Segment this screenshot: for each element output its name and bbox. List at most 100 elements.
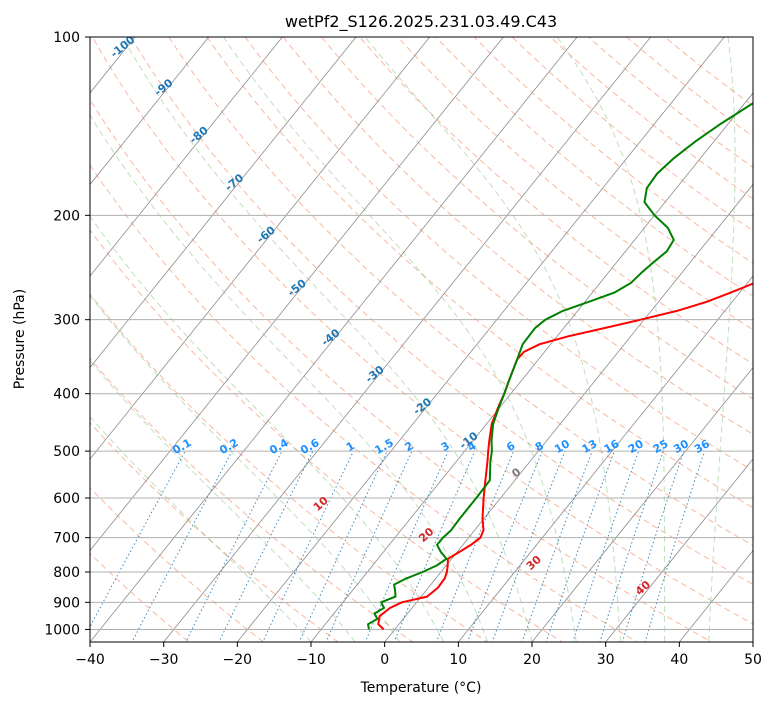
isotherm [90, 37, 357, 369]
mixing-ratio-label: 20 [626, 437, 646, 456]
x-tick-label: −30 [149, 652, 179, 668]
isotherm [90, 37, 210, 186]
isotherm [0, 24, 72, 654]
background-lines [0, 24, 753, 654]
x-tick-label: −20 [223, 652, 253, 668]
dry-adiabat [130, 37, 753, 585]
y-tick-label: 100 [53, 30, 80, 46]
isotherm [384, 183, 753, 642]
mixing-ratio-label: 1 [344, 439, 357, 454]
profiles [367, 102, 753, 631]
y-tick-label: 700 [53, 531, 80, 547]
x-tick-label: 50 [744, 652, 762, 668]
mixing-ratio-line [364, 450, 449, 642]
dry-adiabat [90, 487, 265, 642]
mixing-ratio-label: 0.1 [170, 436, 193, 457]
dry-adiabat [90, 229, 564, 642]
dry-adiabat [625, 37, 753, 138]
dry-adiabat-label: 20 [416, 525, 436, 545]
y-axis: 1000 900 800 700 600 500 400 300 200 100 [44, 30, 90, 638]
moist-adiabat [556, 37, 666, 642]
dry-adiabat [168, 37, 753, 547]
y-tick-label: 800 [53, 565, 80, 581]
dry-adiabat [91, 37, 753, 625]
dry-adiabat-label: 30 [524, 553, 544, 573]
moist-adiabat [90, 359, 356, 642]
mixing-ratio-label: 0.2 [217, 436, 240, 457]
isotherm-label: -40 [319, 326, 343, 349]
dry-adiabat [587, 37, 753, 168]
mixing-ratio-label: 2 [403, 439, 416, 454]
isotherm-label: -30 [363, 363, 387, 386]
dry-adiabat [435, 37, 753, 297]
x-tick-label: 40 [670, 652, 688, 668]
mixing-ratio-label: 6 [504, 439, 517, 454]
isotherm-label: -20 [411, 395, 435, 418]
isotherm [163, 37, 652, 642]
isotherm [236, 37, 725, 642]
mixing-ratio-label: 8 [533, 439, 546, 454]
y-tick-label: 600 [53, 491, 80, 507]
mixing-ratio-line [621, 450, 685, 642]
y-tick-label: 1000 [44, 622, 80, 638]
moist-adiabat [223, 37, 577, 642]
y-tick-label: 300 [53, 313, 80, 329]
y-tick-label: 900 [53, 595, 80, 611]
y-tick-label: 200 [53, 208, 80, 224]
isotherm-label: -80 [187, 124, 211, 147]
plot-frame [89, 36, 754, 643]
dry-adiabat [244, 37, 753, 472]
dry-adiabat [90, 552, 190, 642]
isotherm [90, 37, 504, 552]
dry-adiabat [90, 164, 639, 642]
mixing-ratio-line [90, 450, 186, 628]
dry-adiabat [90, 357, 414, 642]
mixing-ratio-label: 25 [651, 437, 671, 456]
moist-adiabat [90, 294, 400, 642]
isotherm-label: -50 [285, 276, 309, 299]
dry-adiabat [664, 37, 753, 107]
mixing-ratio-label: 0.6 [298, 436, 322, 457]
moist-adiabat [90, 114, 489, 642]
y-axis-label: Pressure (hPa) [12, 289, 28, 389]
moist-adiabat [90, 215, 445, 642]
mixing-ratio-label: 0.4 [267, 436, 291, 457]
isotherm [90, 37, 283, 277]
y-tick-label: 500 [53, 444, 80, 460]
mixing-ratio-label: 30 [671, 437, 691, 456]
x-tick-label: 20 [523, 652, 541, 668]
dry-adiabat-label: 40 [633, 578, 653, 598]
isotherm [90, 37, 578, 642]
isotherm [90, 37, 431, 460]
dry-adiabat-label: 10 [311, 494, 331, 514]
x-tick-label: −10 [296, 652, 326, 668]
isotherm [310, 92, 753, 642]
mixing-ratio-line [393, 450, 476, 642]
temperature-profile [377, 282, 753, 631]
dry-adiabat [282, 37, 753, 435]
isotherm [605, 458, 753, 642]
y-tick-label: 400 [53, 387, 80, 403]
x-tick-label: 30 [597, 652, 615, 668]
isotherm-label: -70 [223, 171, 247, 194]
mixing-ratio-line [185, 450, 283, 642]
isotherm [752, 641, 753, 642]
mixing-ratio-line [218, 450, 314, 642]
dry-adiabat [549, 37, 753, 200]
isotherm-label: -90 [152, 76, 176, 99]
isotherm [531, 366, 753, 642]
x-axis: −40 −30 −20 −10 0 10 20 30 40 50 [75, 642, 762, 668]
dry-adiabat [358, 37, 753, 365]
dry-adiabat [320, 37, 753, 400]
mixing-ratio-label: 3 [439, 439, 452, 454]
background-labels: 0.1 0.2 0.4 0.6 1 1.5 2 3 4 6 8 10 13 16 20 25 30 36-100-… [108, 37, 712, 598]
x-axis-label: Temperature (°C) [360, 680, 482, 696]
isotherm-label: 0 [509, 465, 523, 480]
mixing-ratio-line [491, 450, 566, 642]
dry-adiabat [90, 293, 489, 642]
chart-title: wetPf2_S126.2025.231.03.49.C43 [285, 12, 557, 32]
dewpoint-profile [367, 102, 753, 630]
dry-adiabat [90, 98, 713, 642]
x-tick-label: 0 [380, 652, 389, 668]
